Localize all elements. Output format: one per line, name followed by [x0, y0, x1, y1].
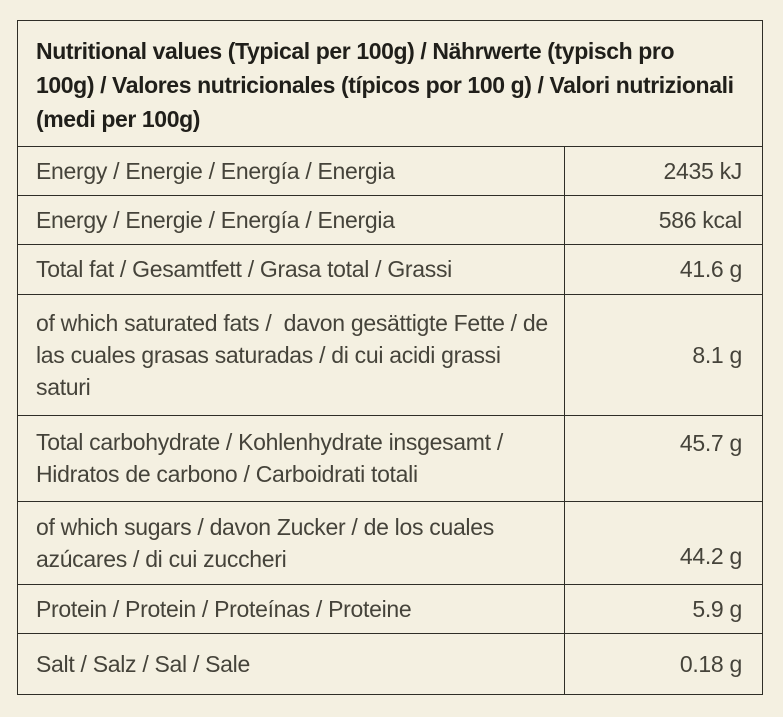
table-row-carbohydrate: Total carbohydrate / Kohlenhydrate insge…: [18, 415, 762, 501]
table-row-energy-kj: Energy / Energie / Energía / Energia 243…: [18, 146, 762, 195]
row-value: 44.2 g: [564, 501, 762, 584]
row-value: 45.7 g: [564, 416, 762, 501]
row-value: 0.18 g: [564, 634, 762, 694]
row-label: of which saturated fats / davon gesättig…: [36, 309, 554, 400]
table-row-protein: Protein / Protein / Proteínas / Proteine…: [18, 584, 762, 633]
row-value: 5.9 g: [564, 585, 762, 633]
row-label: Energy / Energie / Energía / Energia: [36, 207, 395, 233]
table-row-saturated-fats: of which saturated fats / davon gesättig…: [18, 293, 762, 415]
row-value: 2435 kJ: [564, 147, 762, 195]
row-label: Energy / Energie / Energía / Energia: [36, 158, 395, 184]
row-value: 41.6 g: [564, 245, 762, 294]
row-value: 586 kcal: [564, 196, 762, 244]
table-row-salt: Salt / Salz / Sal / Sale 0.18 g: [18, 633, 762, 694]
table-row-energy-kcal: Energy / Energie / Energía / Energia 586…: [18, 195, 762, 244]
row-value: 8.1 g: [564, 294, 762, 415]
row-label: of which sugars / davon Zucker / de los …: [36, 513, 501, 572]
row-label: Protein / Protein / Proteínas / Proteine: [36, 596, 412, 622]
nutrition-table: Nutritional values (Typical per 100g) / …: [17, 20, 763, 695]
row-label: Salt / Salz / Sal / Sale: [36, 651, 250, 677]
table-row-sugars: of which sugars / davon Zucker / de los …: [18, 500, 762, 584]
table-header: Nutritional values (Typical per 100g) / …: [36, 38, 734, 132]
table-row-total-fat: Total fat / Gesamtfett / Grasa total / G…: [18, 244, 762, 294]
row-label: Total fat / Gesamtfett / Grasa total / G…: [36, 256, 452, 283]
row-label: Total carbohydrate / Kohlenhydrate insge…: [36, 429, 510, 488]
